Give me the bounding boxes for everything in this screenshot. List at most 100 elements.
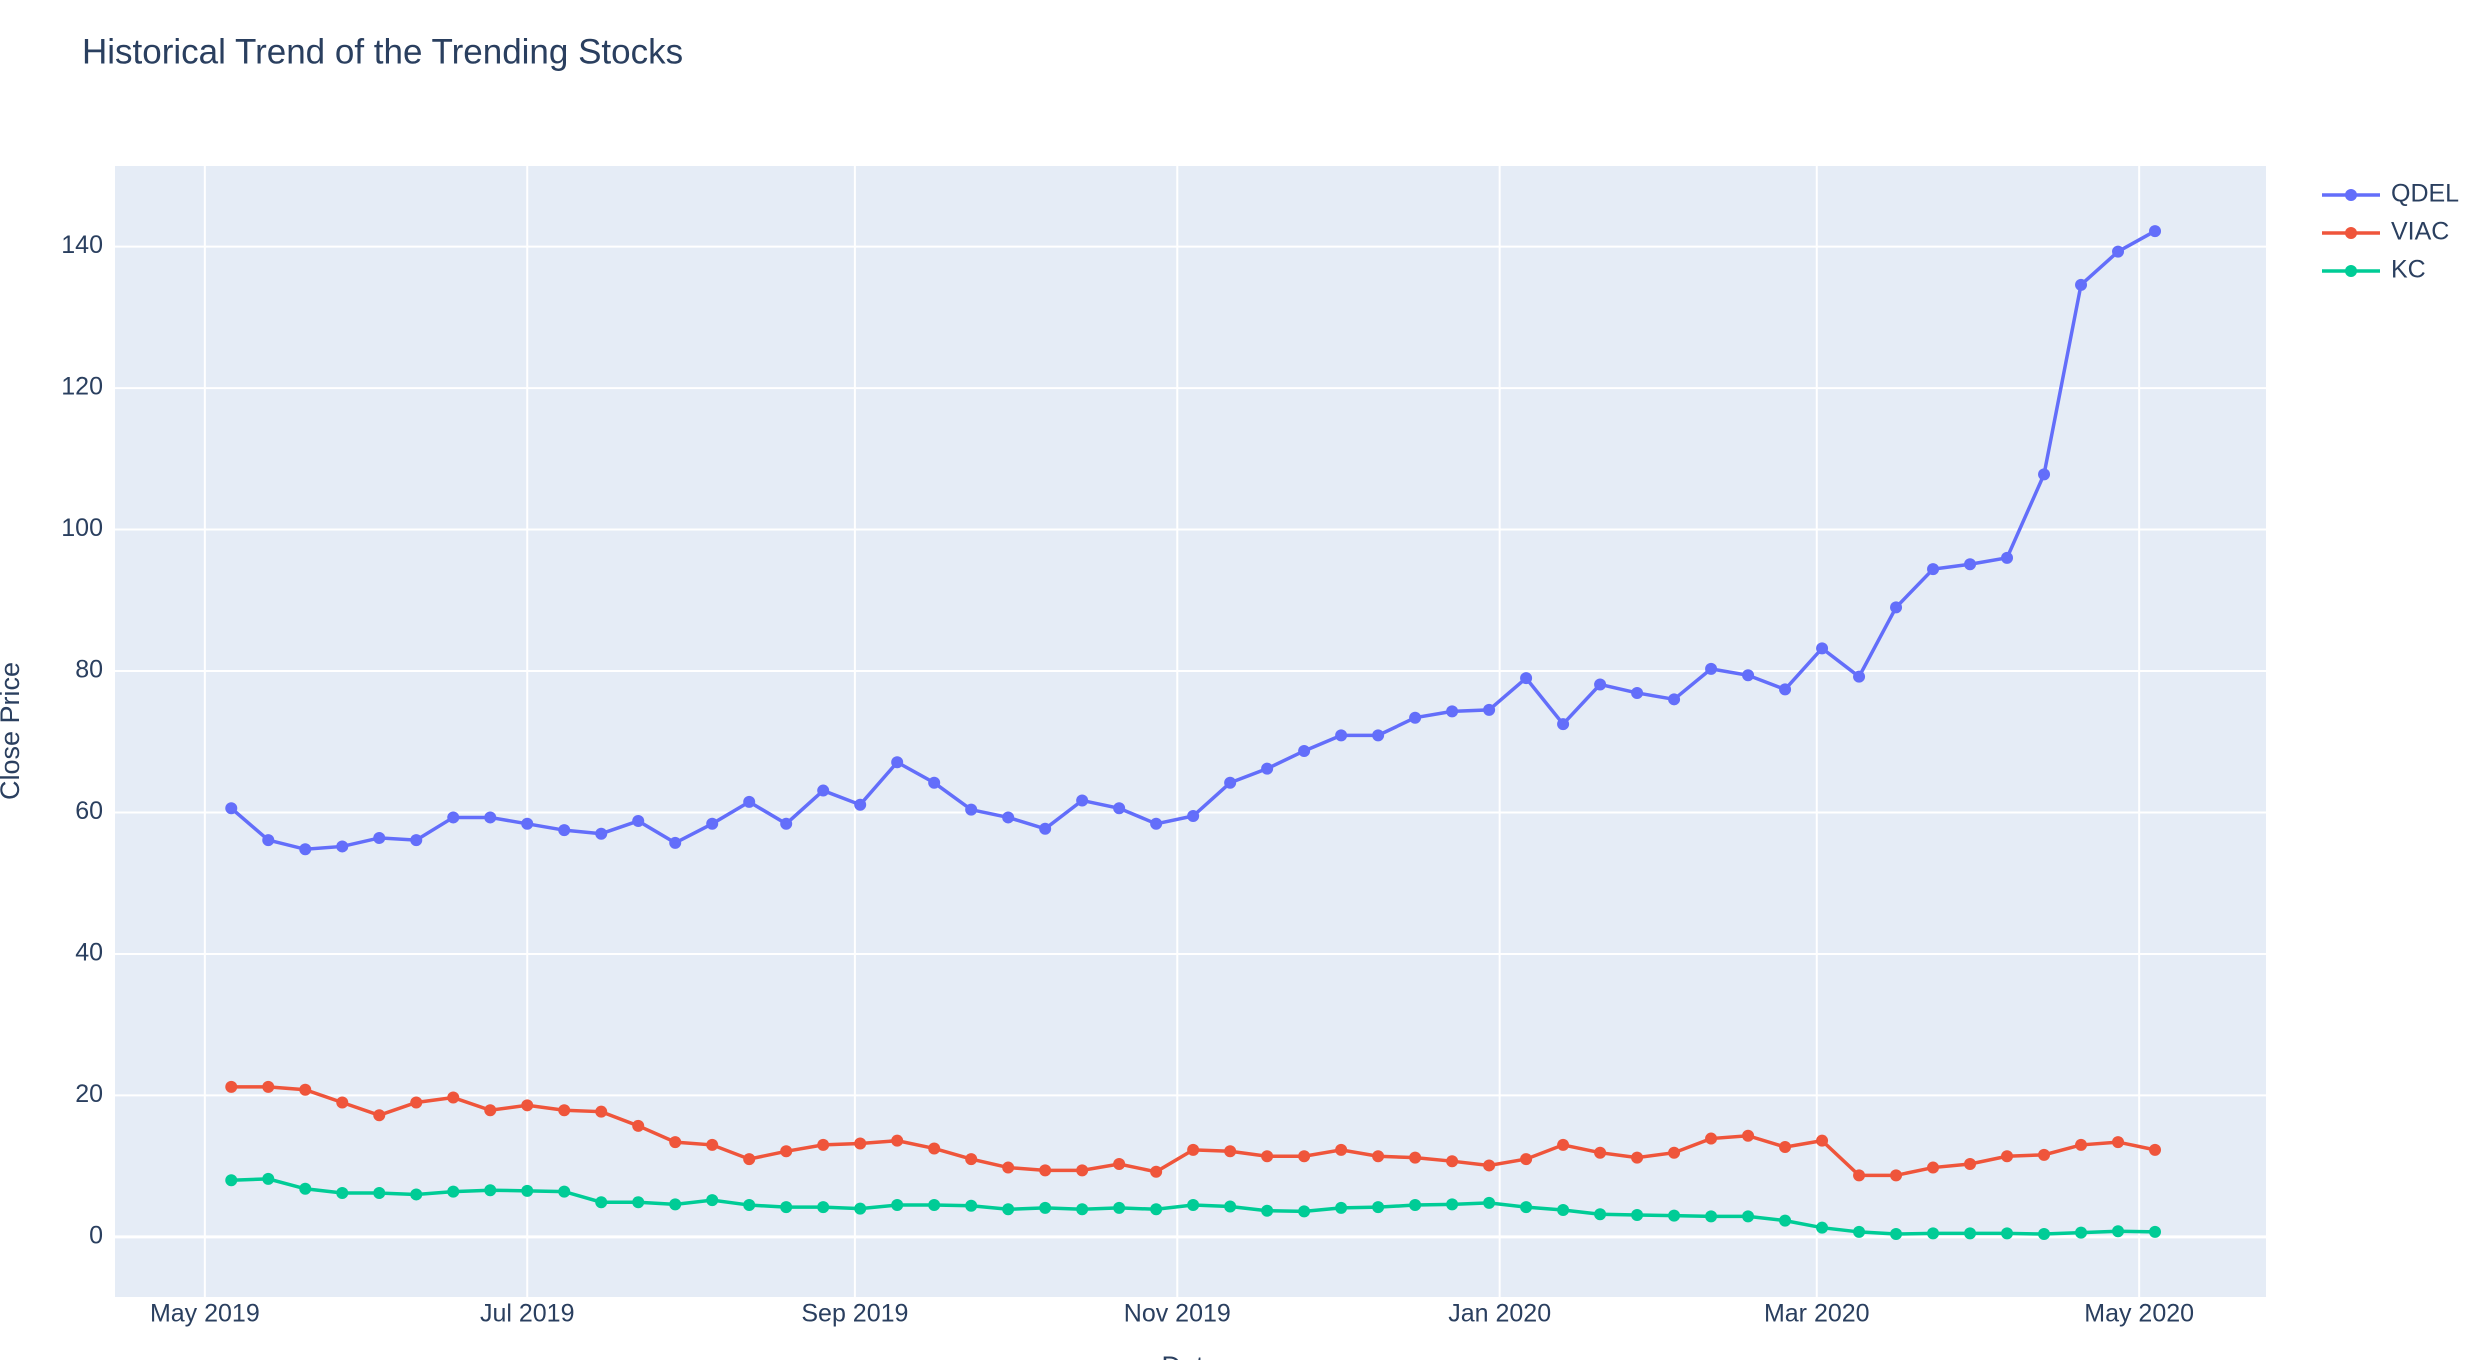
data-point: [1631, 686, 1644, 699]
data-point: [1853, 1225, 1866, 1238]
data-point: [743, 795, 756, 808]
data-point: [632, 1196, 645, 1209]
x-tick-label: May 2019: [150, 1300, 260, 1328]
data-point: [484, 1184, 497, 1197]
data-point: [1964, 558, 1977, 571]
data-point: [669, 1136, 682, 1149]
data-point: [1705, 662, 1718, 675]
data-point: [780, 817, 793, 830]
data-point: [1039, 1164, 1052, 1177]
data-point: [743, 1199, 756, 1212]
data-point: [1409, 711, 1422, 724]
data-point: [1705, 1210, 1718, 1223]
data-point: [1446, 705, 1459, 718]
y-tick-label: 80: [75, 656, 103, 684]
data-point: [1557, 1138, 1570, 1151]
data-point: [854, 798, 867, 811]
data-point: [225, 1174, 238, 1187]
x-axis-label: Date: [1161, 1351, 1218, 1360]
data-point: [1594, 1208, 1607, 1221]
legend-label: KC: [2391, 256, 2426, 284]
data-point: [1076, 1164, 1089, 1177]
data-point: [817, 1138, 830, 1151]
data-point: [410, 1188, 423, 1201]
legend-marker: [2345, 189, 2357, 201]
y-tick-label: 20: [75, 1080, 103, 1108]
data-point: [595, 1105, 608, 1118]
data-point: [1113, 802, 1126, 815]
data-point: [1261, 762, 1274, 775]
data-point: [1187, 810, 1200, 823]
data-point: [225, 1080, 238, 1093]
data-point: [1557, 718, 1570, 731]
data-point: [484, 811, 497, 824]
data-point: [1298, 1205, 1311, 1218]
data-point: [1705, 1132, 1718, 1145]
data-point: [521, 1184, 534, 1197]
data-point: [262, 1080, 275, 1093]
data-point: [1150, 1165, 1163, 1178]
data-point: [1039, 1201, 1052, 1214]
data-point: [1150, 1203, 1163, 1216]
data-point: [1816, 1134, 1829, 1147]
data-point: [1890, 1228, 1903, 1241]
data-point: [2075, 1226, 2088, 1239]
data-point: [225, 802, 238, 815]
legend-marker: [2345, 227, 2357, 239]
data-point: [1594, 1146, 1607, 1159]
data-point: [1224, 1145, 1237, 1158]
data-point: [2001, 1150, 2014, 1163]
chart-title: Historical Trend of the Trending Stocks: [82, 32, 683, 71]
data-point: [1779, 1141, 1792, 1154]
data-point: [1668, 693, 1681, 706]
x-tick-label: Nov 2019: [1124, 1300, 1231, 1328]
data-point: [2149, 225, 2162, 238]
data-point: [2112, 245, 2125, 258]
data-point: [1409, 1199, 1422, 1212]
data-point: [336, 1187, 349, 1200]
data-point: [595, 827, 608, 840]
legend-marker: [2345, 265, 2357, 277]
data-point: [706, 1194, 719, 1207]
data-point: [854, 1202, 867, 1215]
data-point: [1779, 1214, 1792, 1227]
data-point: [1668, 1146, 1681, 1159]
data-point: [817, 784, 830, 797]
data-point: [1187, 1199, 1200, 1212]
data-point: [1816, 642, 1829, 655]
x-tick-label: Mar 2020: [1764, 1300, 1870, 1328]
legend-label: QDEL: [2391, 180, 2459, 208]
data-point: [1335, 1201, 1348, 1214]
data-point: [299, 1182, 312, 1195]
data-point: [632, 1119, 645, 1132]
data-point: [1039, 822, 1052, 835]
data-point: [1113, 1201, 1126, 1214]
data-point: [1853, 670, 1866, 683]
data-point: [336, 1096, 349, 1109]
data-point: [1631, 1151, 1644, 1164]
data-point: [299, 1083, 312, 1096]
data-point: [1557, 1204, 1570, 1216]
data-point: [521, 817, 534, 830]
data-point: [1298, 744, 1311, 757]
data-point: [928, 1199, 941, 1212]
data-point: [2075, 1138, 2088, 1151]
data-point: [928, 1142, 941, 1155]
data-point: [447, 811, 460, 824]
data-point: [1483, 703, 1496, 716]
data-point: [447, 1185, 460, 1198]
data-point: [1372, 1201, 1385, 1214]
data-point: [2149, 1225, 2162, 1238]
data-point: [1076, 1203, 1089, 1216]
data-point: [1372, 1150, 1385, 1163]
x-tick-label: Jan 2020: [1448, 1300, 1551, 1328]
data-point: [1594, 678, 1607, 691]
data-point: [1927, 1161, 1940, 1174]
data-point: [891, 1199, 904, 1212]
data-point: [2075, 278, 2088, 291]
data-point: [1002, 811, 1015, 824]
data-point: [410, 834, 423, 847]
data-point: [1150, 817, 1163, 830]
